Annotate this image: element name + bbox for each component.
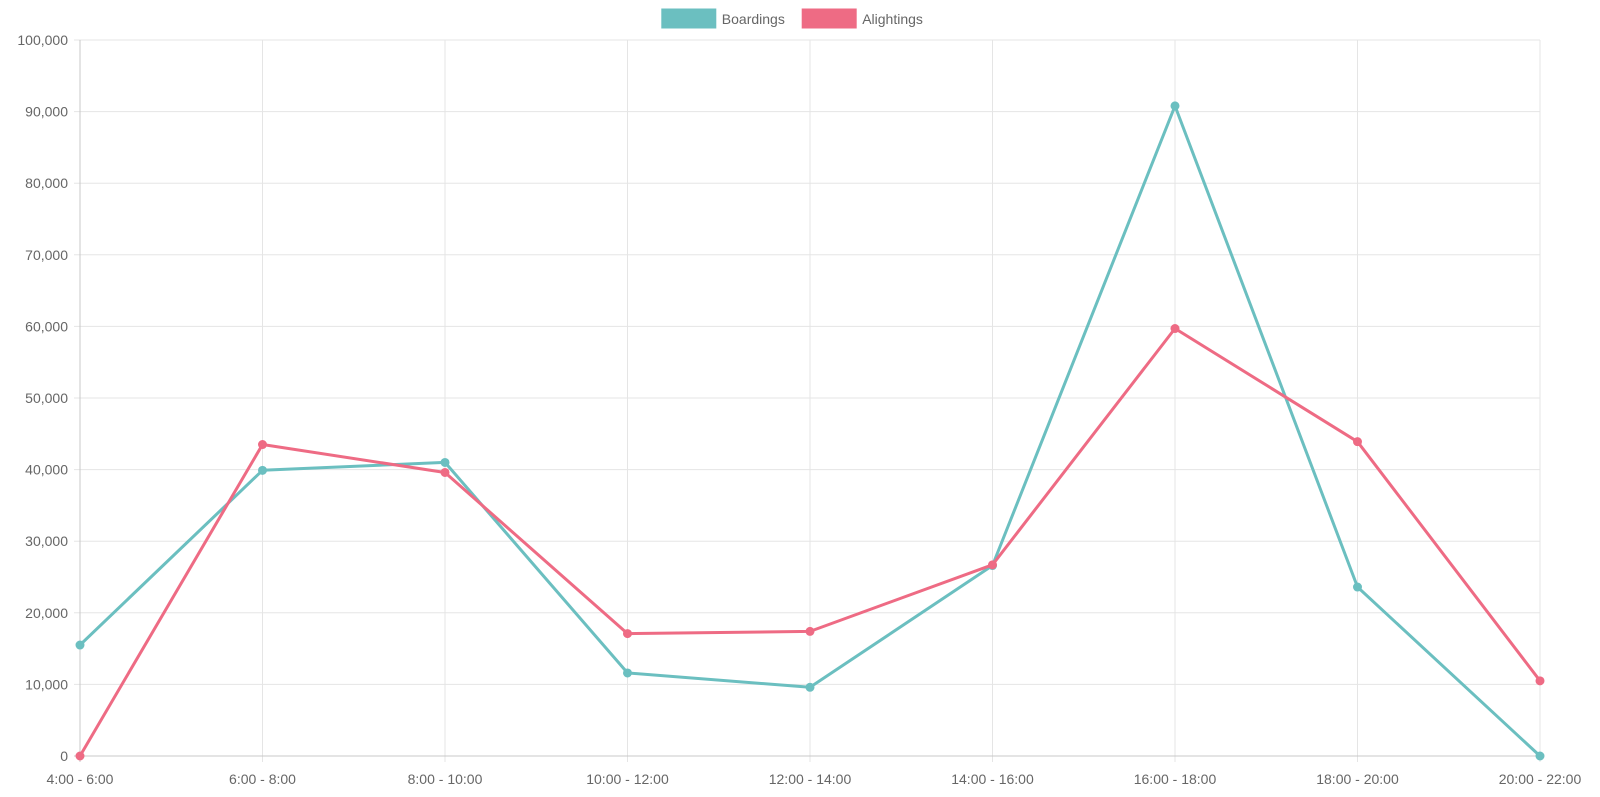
- data-point: [440, 467, 450, 477]
- grid-lines: [74, 39, 1541, 762]
- data-point: [75, 640, 85, 650]
- data-point: [440, 457, 450, 467]
- legend: Boardings Alightings: [661, 8, 923, 29]
- y-axis-ticks: 0 10,000 20,000 30,000 40,000 50,000 60,000 70,…: [17, 32, 68, 764]
- data-point: [805, 682, 815, 692]
- legend-label: Alightings: [862, 11, 923, 27]
- x-axis-ticks: 4:00 - 6:00 6:00 - 8:00 8:00 - 10:00 10:00 …: [47, 771, 1582, 787]
- legend-swatch: [661, 8, 717, 29]
- legend-swatch: [801, 8, 857, 29]
- data-point: [1353, 582, 1362, 592]
- y-tick-label: 80,000: [25, 175, 68, 191]
- data-point: [623, 668, 632, 678]
- x-tick-label: 18:00 - 20:00: [1316, 771, 1399, 787]
- x-tick-label: 10:00 - 12:00: [586, 771, 669, 787]
- x-tick-label: 12:00 - 14:00: [769, 771, 852, 787]
- x-tick-label: 8:00 - 10:00: [408, 771, 483, 787]
- x-tick-label: 14:00 - 16:00: [951, 771, 1034, 787]
- axes: [79, 40, 1540, 757]
- x-tick-label: 4:00 - 6:00: [47, 771, 114, 787]
- data-point: [75, 751, 85, 761]
- y-tick-label: 40,000: [25, 462, 68, 478]
- data-point: [1170, 324, 1180, 334]
- data-point: [1535, 751, 1545, 761]
- y-tick-label: 0: [60, 748, 68, 764]
- data-point: [1170, 101, 1180, 111]
- y-tick-label: 20,000: [25, 605, 68, 621]
- y-tick-label: 60,000: [25, 318, 68, 334]
- data-point: [258, 440, 267, 450]
- x-tick-label: 20:00 - 22:00: [1499, 771, 1582, 787]
- y-tick-label: 90,000: [25, 104, 68, 120]
- y-tick-label: 30,000: [25, 533, 68, 549]
- x-tick-label: 16:00 - 18:00: [1134, 771, 1217, 787]
- y-tick-label: 50,000: [25, 390, 68, 406]
- series-lines: [75, 101, 1545, 761]
- legend-item-boardings: Boardings: [661, 8, 785, 29]
- x-tick-label: 6:00 - 8:00: [229, 771, 296, 787]
- data-point: [258, 465, 267, 475]
- legend-item-alightings: Alightings: [801, 8, 923, 29]
- y-tick-label: 70,000: [25, 247, 68, 263]
- y-tick-label: 10,000: [25, 676, 68, 692]
- legend-label: Boardings: [722, 11, 785, 27]
- data-point: [988, 560, 997, 570]
- data-point: [623, 629, 632, 639]
- series-alightings: [75, 324, 1545, 761]
- data-point: [1535, 676, 1545, 686]
- data-point: [805, 626, 815, 636]
- y-tick-label: 100,000: [17, 32, 68, 48]
- data-point: [1353, 437, 1362, 447]
